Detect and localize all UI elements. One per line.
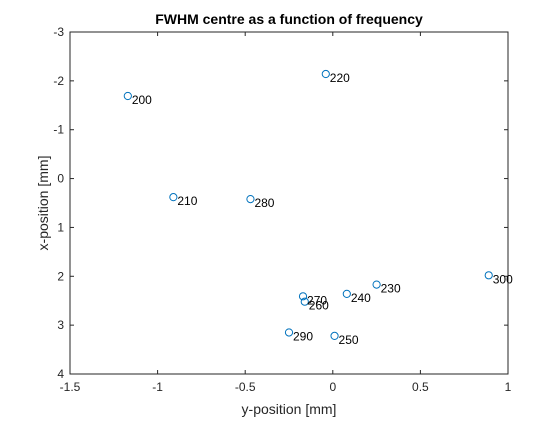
x-tick-label: 0 xyxy=(329,380,336,394)
axes: -1.5 -1 -0.5 0 0.5 1 -3 -2 -1 0 1 2 3 4 xyxy=(53,25,511,394)
x-axis-label: y-position [mm] xyxy=(242,401,337,417)
y-tick-label: 3 xyxy=(57,318,64,332)
data-point-label: 220 xyxy=(330,71,350,85)
y-tick-label: 2 xyxy=(57,269,64,283)
data-point-label: 270 xyxy=(307,293,327,307)
y-tick-label: 4 xyxy=(57,367,64,381)
x-tick-label: 0.5 xyxy=(412,380,429,394)
y-axis-label: x-position [mm] xyxy=(35,156,51,251)
data-point xyxy=(246,194,255,204)
data-point-label: 240 xyxy=(351,291,371,305)
y-tick-label: 1 xyxy=(57,220,64,234)
data-point xyxy=(372,280,381,289)
data-point xyxy=(330,331,339,340)
data-point-label: 290 xyxy=(293,329,313,343)
y-tick-label: -3 xyxy=(53,25,64,39)
y-tick-label: 0 xyxy=(57,172,64,186)
data-point xyxy=(484,271,493,280)
data-point xyxy=(300,297,309,306)
data-point-label: 230 xyxy=(381,282,401,296)
x-tick-label: -0.5 xyxy=(235,380,256,394)
chart-title: FWHM centre as a function of frequency xyxy=(155,11,423,27)
data-point-label: 210 xyxy=(177,194,197,208)
plot-area-box xyxy=(69,31,509,375)
x-tick-label: -1 xyxy=(152,380,163,394)
x-tick-label: -1.5 xyxy=(60,380,81,394)
x-tick-label: 1 xyxy=(505,380,512,394)
data-point-label: 200 xyxy=(132,93,152,107)
data-point xyxy=(298,292,308,301)
data-point xyxy=(123,91,132,101)
data-point xyxy=(284,328,294,337)
data-point-label: 250 xyxy=(339,333,359,347)
data-point xyxy=(169,193,178,202)
y-tick-label: -2 xyxy=(53,74,64,88)
data-point-label: 300 xyxy=(493,272,513,286)
data-point-label: 260 xyxy=(309,299,329,313)
y-tick-label: -1 xyxy=(53,123,64,137)
data-point xyxy=(321,69,330,79)
data-point-label: 280 xyxy=(254,196,274,210)
data-point xyxy=(342,289,351,298)
